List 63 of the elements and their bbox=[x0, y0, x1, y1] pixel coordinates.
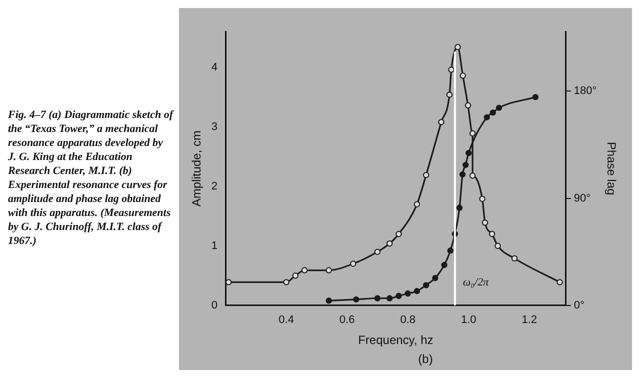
x-tick-label: 0.4 bbox=[278, 314, 294, 326]
y-tick-label: 2 bbox=[210, 180, 218, 192]
point bbox=[556, 279, 562, 286]
point bbox=[350, 260, 356, 267]
y-tick-label: 0 bbox=[210, 299, 218, 312]
point bbox=[292, 272, 298, 279]
point bbox=[446, 92, 452, 98]
point bbox=[325, 298, 332, 304]
point bbox=[374, 248, 380, 255]
point bbox=[413, 288, 420, 294]
point bbox=[422, 172, 429, 178]
y-axis-title: Amplitude, cm bbox=[189, 130, 204, 207]
point bbox=[481, 220, 488, 226]
point bbox=[422, 282, 429, 288]
text: (b) bbox=[418, 352, 433, 366]
point bbox=[459, 72, 466, 79]
point bbox=[488, 230, 495, 238]
y-tick-label: 1 bbox=[210, 240, 218, 252]
x-tick-label: 0.6 bbox=[338, 314, 354, 326]
point bbox=[225, 279, 232, 286]
ref-line-label: ω₀/2π bbox=[462, 276, 489, 288]
point bbox=[456, 204, 462, 211]
point bbox=[440, 262, 447, 268]
point bbox=[510, 255, 518, 262]
point bbox=[454, 44, 460, 50]
y2-tick-label: 180° bbox=[573, 85, 596, 98]
y2-axis-title: Phase lag bbox=[604, 142, 618, 196]
point bbox=[468, 130, 476, 136]
x-tick-label: 0.8 bbox=[400, 314, 415, 326]
point bbox=[495, 104, 502, 111]
point bbox=[483, 114, 490, 120]
point bbox=[386, 240, 392, 247]
x-tick-label: 1.0 bbox=[460, 314, 476, 326]
point bbox=[300, 267, 308, 274]
point bbox=[386, 295, 392, 302]
point bbox=[465, 150, 472, 156]
y-tick-label: 3 bbox=[210, 120, 218, 133]
point bbox=[462, 162, 468, 168]
point bbox=[404, 290, 410, 297]
point bbox=[494, 242, 500, 249]
y2-tick-label: 90° bbox=[573, 192, 590, 204]
point bbox=[446, 248, 453, 254]
point bbox=[325, 267, 332, 274]
point bbox=[458, 171, 466, 178]
point bbox=[395, 292, 402, 299]
point bbox=[489, 109, 496, 116]
y2-tick-label: 0° bbox=[573, 299, 584, 312]
y-tick-label: 4 bbox=[210, 61, 218, 74]
point bbox=[413, 201, 420, 208]
point bbox=[374, 295, 380, 302]
x-axis-title: Frequency, hz bbox=[358, 333, 433, 348]
point bbox=[448, 66, 454, 73]
point bbox=[468, 172, 476, 179]
point bbox=[282, 279, 289, 286]
point bbox=[395, 230, 402, 238]
point bbox=[432, 274, 438, 282]
x-tick-label: 1.2 bbox=[521, 314, 537, 326]
text: Fig. 4–7 (a) Diagrammatic sketch of the “Texas Tower,” a mechanical resonance apparatus developed by J. G. King at the Education Research Center, M.I.T. (b) Experimental resonance curves for amplitude and phase lag obtained with this apparatus. (Measurements by G. J. Churinoff, M.I.T. class of 1967.) bbox=[8, 109, 173, 247]
point bbox=[438, 118, 444, 126]
point bbox=[478, 196, 485, 202]
point bbox=[464, 102, 471, 109]
point bbox=[352, 296, 359, 303]
point bbox=[532, 94, 538, 100]
